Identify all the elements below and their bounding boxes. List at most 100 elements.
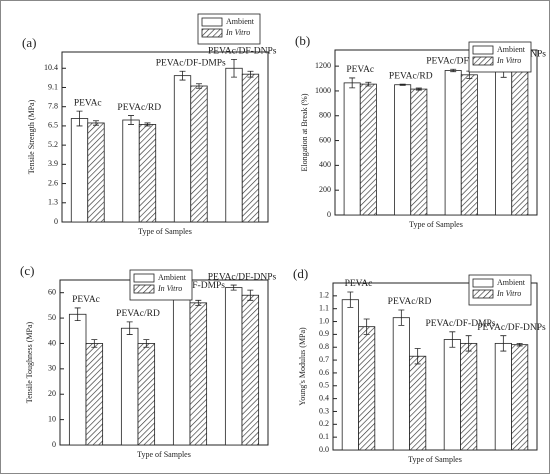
error-bar	[500, 335, 507, 352]
y-tick-label: 1.1	[319, 304, 329, 313]
y-tick-label: 10	[48, 414, 56, 423]
category-label: PEVAc/RD	[389, 71, 433, 81]
y-tick-label: 1.2	[319, 291, 329, 300]
bar	[392, 317, 410, 451]
error-bar	[465, 335, 472, 352]
error-bar	[415, 87, 422, 91]
error-bar	[143, 339, 150, 348]
bar	[241, 294, 260, 446]
bar	[444, 70, 462, 216]
legend-swatch	[472, 278, 494, 288]
panel-label: (d)	[293, 266, 308, 281]
y-tick-label: 50	[48, 313, 56, 322]
x-axis-label: Type of Samples	[409, 220, 463, 229]
bar	[122, 119, 140, 223]
error-bar	[74, 307, 81, 322]
legend-label: In Vitro	[225, 28, 250, 37]
legend-label: In Vitro	[157, 284, 182, 293]
y-tick-label: 0.8	[319, 342, 329, 351]
bar	[409, 355, 427, 451]
y-axis-label: Elongation at Break (%)	[300, 93, 309, 171]
plot-frame	[61, 51, 269, 223]
y-tick-label: 0.5	[319, 381, 329, 390]
panel-label: (c)	[20, 263, 34, 278]
category-label: PEVAc/RD	[116, 309, 160, 319]
error-bar	[365, 81, 372, 87]
y-tick-label: 0.1	[319, 432, 329, 441]
error-bar	[363, 318, 370, 335]
bar	[359, 83, 377, 216]
y-tick-label: 3.9	[48, 159, 58, 168]
y-tick-label: 40	[48, 338, 56, 347]
bar	[460, 74, 478, 216]
y-tick-label: 1.3	[48, 198, 58, 207]
legend-label: Ambient	[497, 278, 526, 287]
bar	[358, 326, 376, 451]
legend-swatch	[133, 284, 155, 294]
y-tick-label: 30	[48, 364, 56, 373]
bar	[394, 84, 412, 216]
x-axis-label: Type of Samples	[137, 450, 191, 459]
error-bar	[91, 339, 98, 348]
legend-label: Ambient	[226, 17, 255, 26]
error-bar	[195, 299, 202, 306]
y-tick-label: 0.4	[319, 393, 329, 402]
category-label: PEVAc	[346, 65, 374, 75]
category-label: PEVAc/DF-DMPs	[426, 56, 496, 66]
error-bar	[450, 68, 457, 73]
y-axis-label: Tensile Strength (MPa)	[27, 99, 36, 174]
y-tick-label: 200	[319, 185, 331, 194]
legend-swatch	[133, 273, 155, 283]
bar	[70, 118, 89, 223]
error-bar	[414, 348, 421, 365]
error-bar	[247, 70, 254, 78]
category-label: PEVAc/DF-DNPs	[208, 272, 277, 282]
y-tick-label: 2.6	[48, 178, 58, 187]
panel-label: (a)	[22, 35, 36, 50]
y-tick-label: 10.4	[44, 63, 58, 72]
error-bar	[128, 115, 135, 125]
legend-label: Ambient	[497, 45, 526, 54]
y-tick-label: 0.2	[319, 419, 329, 428]
y-tick-label: 1200	[315, 61, 331, 70]
y-tick-label: 0.0	[319, 445, 329, 454]
plot-frame	[334, 49, 538, 216]
category-label: PEVAc/DF-DMPs	[425, 319, 495, 329]
bar	[172, 296, 191, 446]
y-tick-label: 0.6	[319, 368, 329, 377]
bar	[189, 302, 208, 446]
category-label: PEVAc	[72, 295, 100, 305]
y-tick-label: 20	[48, 389, 56, 398]
y-tick-label: 800	[319, 111, 331, 120]
error-bar	[92, 120, 99, 126]
y-tick-label: 9.1	[48, 82, 58, 91]
bar	[494, 342, 512, 451]
y-tick-label: 0	[54, 217, 58, 226]
bar	[85, 343, 104, 446]
bar	[495, 69, 513, 216]
error-bar	[398, 309, 405, 326]
y-tick-label: 0.9	[319, 329, 329, 338]
legend-swatch	[472, 56, 494, 66]
y-tick-label: 60	[48, 288, 56, 297]
plot-frame	[332, 282, 538, 451]
category-label: PEVAc/RD	[388, 297, 432, 307]
bar	[190, 85, 208, 223]
error-bar	[230, 284, 237, 291]
error-bar	[126, 321, 133, 335]
bar	[443, 339, 461, 451]
error-bar	[195, 83, 202, 89]
category-label: PEVAc	[345, 279, 373, 289]
y-tick-label: 5.2	[48, 140, 58, 149]
error-bar	[179, 70, 186, 81]
y-tick-label: 0	[327, 210, 331, 219]
y-tick-label: 0.3	[319, 406, 329, 415]
error-bar	[516, 342, 523, 347]
bar	[410, 88, 428, 216]
error-bar	[247, 289, 254, 301]
y-axis-label: Young's Modulus (MPa)	[298, 327, 307, 406]
bar	[225, 67, 243, 223]
y-tick-label: 600	[319, 135, 331, 144]
bar	[241, 73, 260, 223]
